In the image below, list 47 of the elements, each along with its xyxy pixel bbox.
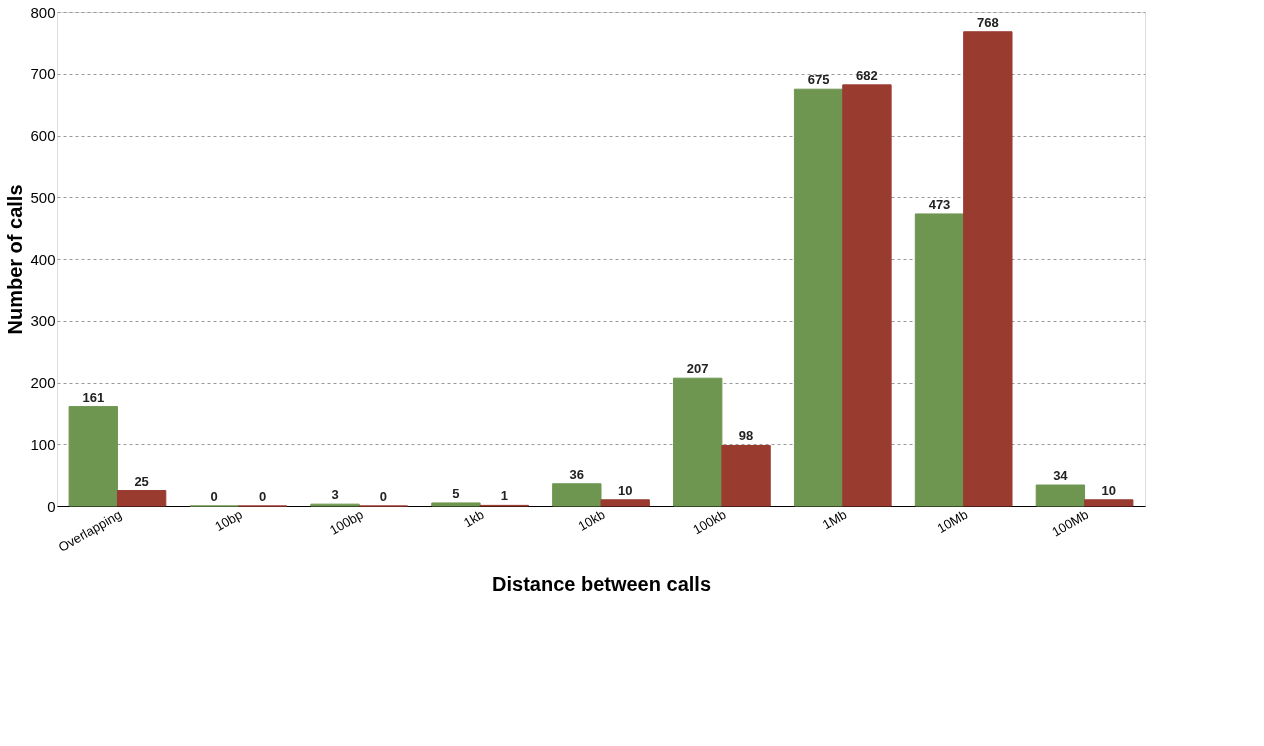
data-label: 768 bbox=[976, 14, 999, 30]
bar bbox=[842, 84, 892, 507]
bar bbox=[1035, 484, 1086, 507]
data-label: 36 bbox=[569, 466, 585, 482]
data-label: 1 bbox=[500, 488, 508, 504]
data-label: 25 bbox=[134, 473, 149, 489]
x-tick-label: 10bp bbox=[212, 506, 245, 535]
data-label: 10 bbox=[617, 482, 633, 498]
y-tick-label: 300 bbox=[30, 312, 56, 330]
data-label: 161 bbox=[82, 389, 105, 405]
y-tick-label: 0 bbox=[47, 497, 56, 515]
data-label: 3 bbox=[331, 487, 339, 503]
data-label: 0 bbox=[379, 489, 388, 504]
bar bbox=[721, 444, 771, 507]
data-label: 0 bbox=[210, 489, 218, 504]
data-label: 473 bbox=[928, 196, 951, 212]
data-label: 34 bbox=[1053, 468, 1069, 484]
bar bbox=[116, 490, 167, 507]
bar bbox=[673, 377, 723, 507]
y-tick-label: 800 bbox=[30, 3, 56, 21]
bar bbox=[963, 31, 1013, 507]
bar bbox=[600, 499, 650, 507]
x-tick-label: 10Mb bbox=[934, 506, 971, 537]
data-label: 0 bbox=[258, 489, 267, 504]
y-tick-label: 400 bbox=[30, 250, 56, 268]
bar bbox=[1084, 499, 1134, 507]
x-tick-label: 1kb bbox=[460, 506, 487, 531]
bar bbox=[68, 406, 118, 507]
bar bbox=[552, 483, 602, 507]
y-tick-label: 100 bbox=[30, 435, 56, 453]
y-axis-title: Number of calls bbox=[4, 184, 27, 335]
data-label: 10 bbox=[1101, 482, 1116, 498]
y-tick-label: 700 bbox=[30, 65, 56, 83]
bar bbox=[914, 213, 965, 507]
bar bbox=[793, 88, 844, 507]
y-tick-label: 500 bbox=[30, 188, 56, 206]
data-label: 5 bbox=[452, 485, 460, 501]
x-tick-label: 1Mb bbox=[819, 506, 850, 533]
data-label: 98 bbox=[738, 428, 754, 444]
x-axis-title: Distance between calls bbox=[492, 572, 711, 595]
bar bbox=[431, 502, 481, 507]
data-label: 675 bbox=[807, 72, 830, 88]
y-tick-label: 200 bbox=[30, 374, 56, 391]
y-tick-label: 600 bbox=[30, 127, 56, 144]
data-label: 207 bbox=[686, 361, 709, 377]
data-label: 682 bbox=[856, 67, 878, 83]
x-tick-label: 10kb bbox=[575, 506, 608, 534]
